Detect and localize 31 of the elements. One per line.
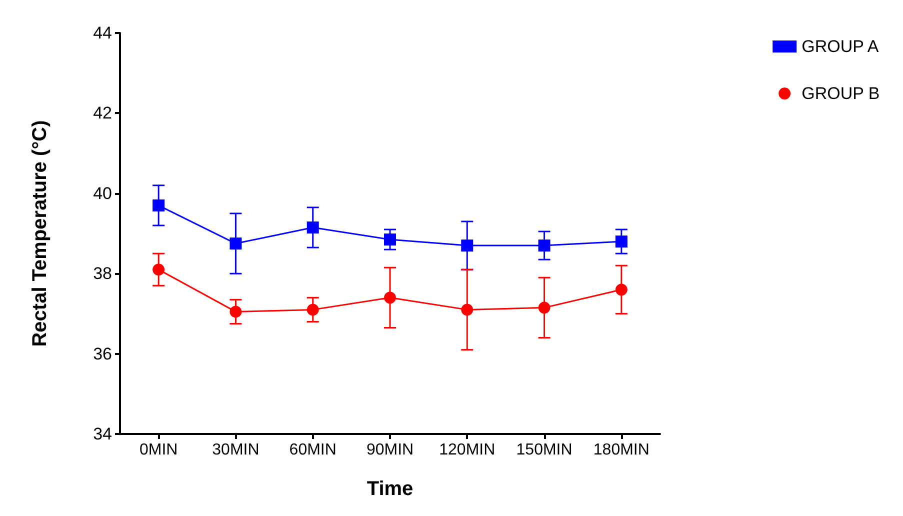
point: [384, 234, 396, 246]
x-tick-label: 180MIN: [593, 442, 650, 458]
point: [152, 199, 165, 212]
point: [306, 221, 319, 234]
y-tick-label: 44: [93, 24, 112, 42]
point: [230, 238, 242, 250]
x-axis-title: Time: [366, 478, 414, 500]
y-tick-label: 36: [93, 344, 112, 364]
y-tick-label: 38: [93, 264, 112, 284]
point: [152, 264, 165, 276]
x-tick-label: 150MIN: [516, 442, 572, 458]
y-tick-label: 34: [93, 424, 112, 444]
point: [384, 292, 396, 304]
point: [230, 306, 242, 318]
point: [615, 236, 628, 248]
x-tick-label: 30MIN: [212, 442, 260, 458]
legend-label: GROUP A: [802, 37, 880, 56]
x-tick-label: 90MIN: [366, 442, 414, 458]
point: [461, 240, 474, 252]
x-tick-label: 60MIN: [289, 442, 336, 458]
point: [461, 304, 474, 316]
point: [538, 302, 550, 314]
point: [538, 240, 550, 252]
x-tick-label: 120MIN: [439, 442, 496, 458]
y-tick-label: 42: [93, 104, 112, 123]
x-tick-label: 0MIN: [139, 442, 178, 458]
point: [615, 284, 628, 296]
legend-label: GROUP B: [802, 84, 880, 103]
point: [306, 304, 319, 316]
y-axis-title: Rectal Temperature (°C): [29, 120, 51, 347]
y-tick-label: 40: [93, 184, 112, 203]
